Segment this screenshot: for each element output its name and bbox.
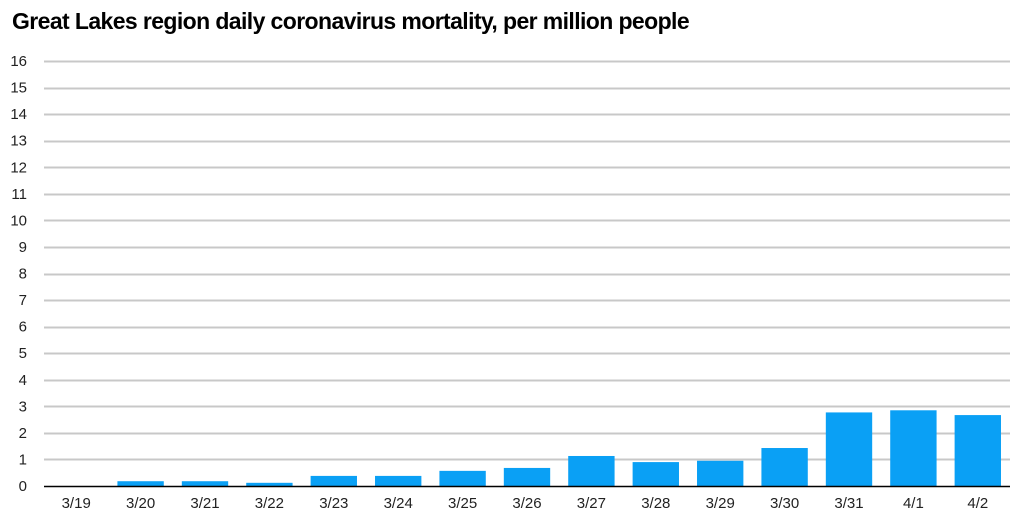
bar (375, 475, 422, 486)
y-tick-label: 3 (19, 398, 27, 415)
x-tick-label: 3/20 (126, 495, 155, 512)
x-tick-label: 4/1 (903, 495, 924, 512)
x-tick-label: 3/23 (319, 495, 348, 512)
x-tick-label: 3/29 (706, 495, 735, 512)
x-tick-label: 3/28 (641, 495, 670, 512)
y-tick-label: 0 (19, 478, 27, 495)
x-tick-label: 3/30 (770, 495, 799, 512)
bar (761, 448, 808, 486)
bar (117, 481, 164, 486)
x-tick-labels: 3/19 3/20 3/21 3/22 3/23 3/24 3/25 3/26 3/27 3/28… (62, 495, 989, 512)
gridlines (44, 60, 1010, 461)
bar (439, 470, 486, 486)
bar (697, 460, 744, 486)
bar (568, 455, 615, 486)
y-tick-label: 13 (10, 133, 27, 150)
x-tick-label: 4/2 (967, 495, 988, 512)
x-tick-label: 3/22 (255, 495, 284, 512)
y-tick-label: 16 (10, 53, 27, 70)
chart-title: Great Lakes region daily coronavirus mor… (12, 8, 690, 34)
y-tick-label: 14 (10, 106, 27, 123)
x-tick-label: 3/25 (448, 495, 477, 512)
y-tick-label: 4 (19, 372, 27, 389)
x-tick-label: 3/26 (512, 495, 541, 512)
x-tick-label: 3/19 (62, 495, 91, 512)
bars (117, 410, 1001, 486)
y-tick-label: 9 (19, 239, 27, 256)
bar (632, 462, 679, 486)
x-tick-label: 3/24 (384, 495, 413, 512)
x-tick-label: 3/31 (834, 495, 863, 512)
bar (825, 412, 873, 486)
bar (890, 410, 937, 486)
bar (954, 415, 1001, 486)
y-tick-label: 11 (11, 186, 27, 203)
y-tick-label: 8 (19, 266, 27, 283)
y-tick-label: 12 (10, 159, 27, 176)
y-tick-label: 1 (19, 451, 27, 468)
y-tick-label: 15 (10, 80, 27, 97)
y-tick-label: 10 (10, 212, 27, 229)
y-tick-label: 7 (19, 292, 27, 309)
bar (246, 482, 293, 486)
bar (310, 475, 357, 486)
y-tick-label: 2 (19, 425, 27, 442)
x-tick-label: 3/27 (577, 495, 606, 512)
bar (503, 467, 551, 486)
x-tick-label: 3/21 (190, 495, 219, 512)
bar (181, 481, 229, 486)
y-tick-label: 5 (19, 345, 27, 362)
y-tick-label: 6 (19, 319, 27, 336)
